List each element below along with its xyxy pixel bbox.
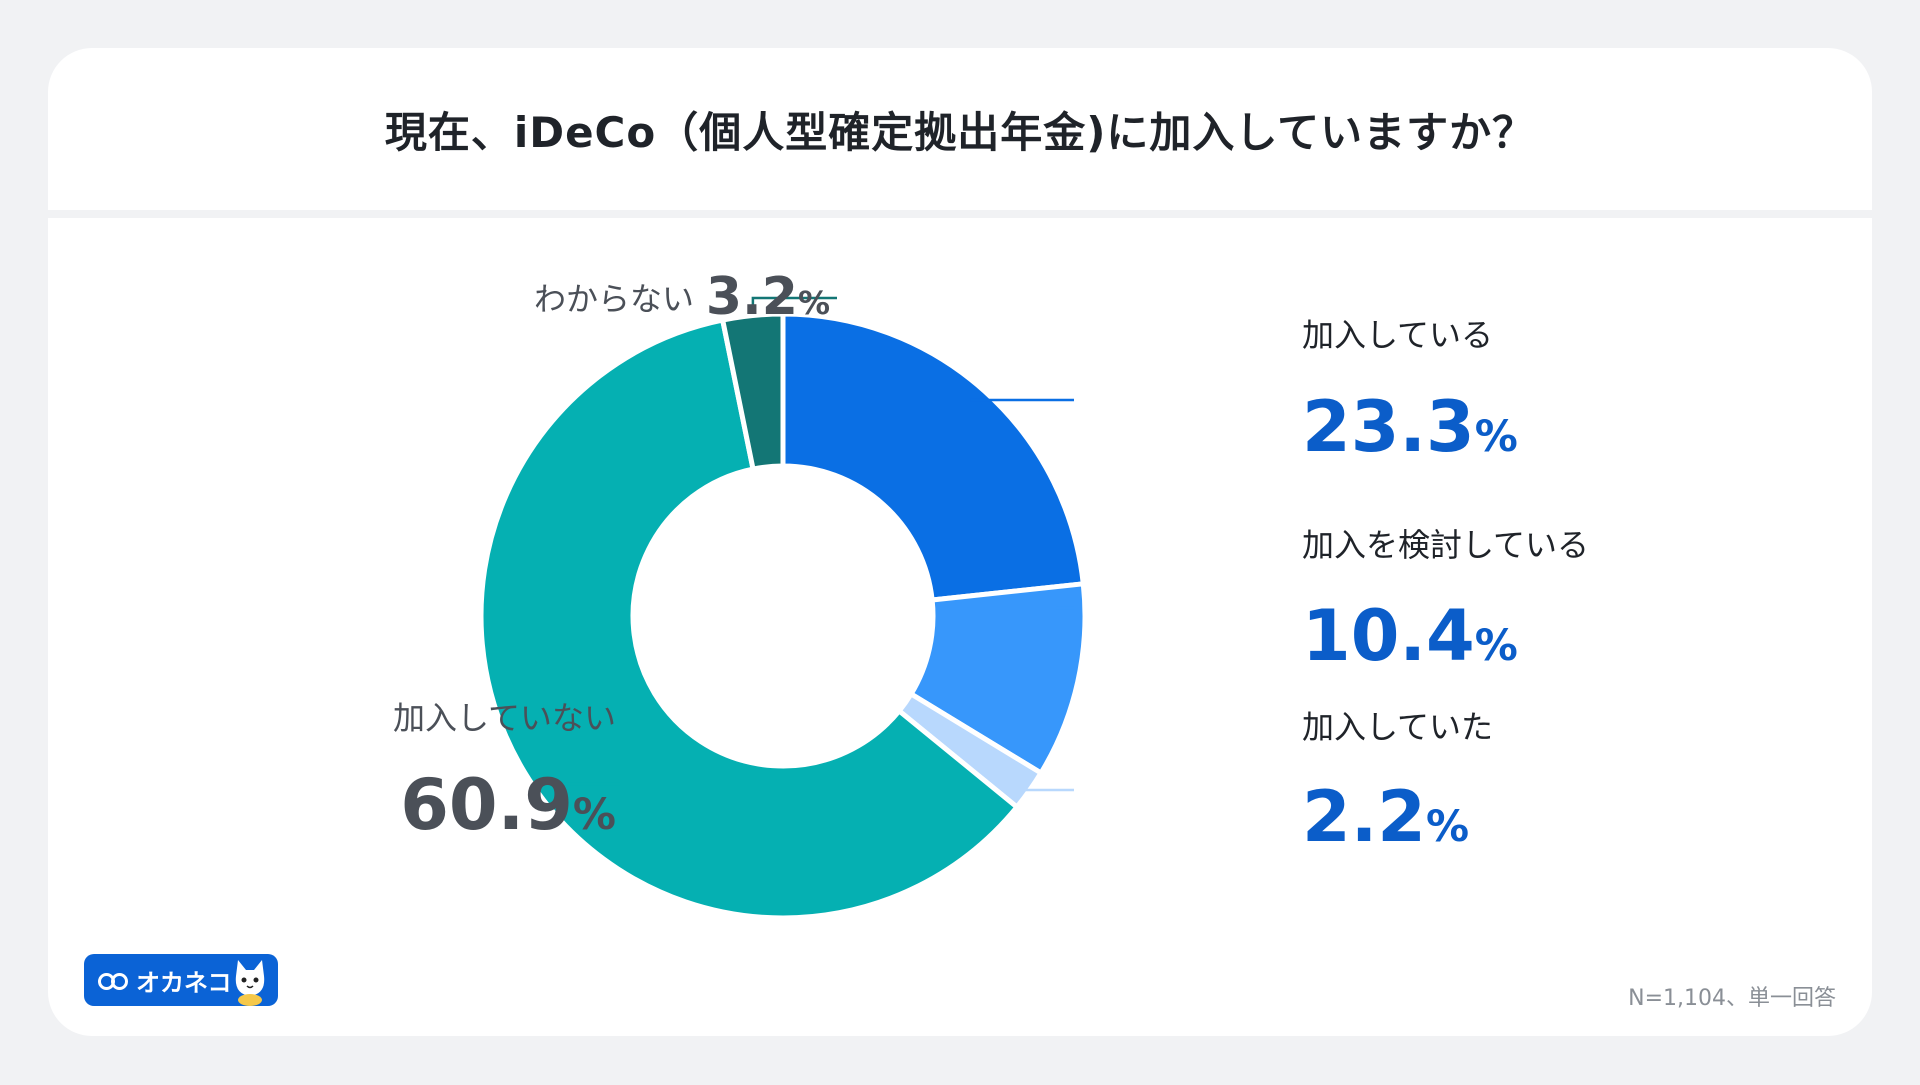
label-was-joined: 加入していた [1302, 708, 1493, 746]
label-considering: 加入を検討している [1302, 526, 1589, 564]
donut-chart: 加入している 23.3% 加入を検討している 10.4% 加入していた 2.2% 加入してい… [393, 267, 1589, 921]
value-considering: 10.4% [1302, 595, 1518, 677]
logo-text: オカネコ [136, 968, 232, 997]
value-not-joined: 60.9% [400, 764, 616, 846]
label-not-joined: 加入していない [393, 699, 616, 737]
leader-line-unknown [751, 296, 837, 308]
slice-not-joined [478, 317, 1020, 921]
value-was-joined: 2.2% [1302, 776, 1469, 858]
value-joined: 23.3% [1302, 386, 1518, 468]
sample-footnote: N=1,104、単一回答 [1628, 986, 1836, 1011]
value-unknown: 3.2% [706, 267, 830, 327]
title-bar: 現在、iDeCo（個人型確定拠出年金)に加入していますか？ [48, 48, 1872, 210]
okaneko-logo: オカネコ [84, 954, 278, 1006]
cat-mascot-icon [235, 960, 265, 1006]
divider [48, 210, 1872, 218]
chart-title: 現在、iDeCo（個人型確定拠出年金)に加入していますか？ [384, 107, 1536, 157]
logo-mark-icon [98, 971, 128, 990]
label-unknown: わからない [534, 280, 694, 318]
slice-unknown [720, 311, 786, 472]
label-joined: 加入している [1302, 316, 1493, 354]
chart-card: 現在、iDeCo（個人型確定拠出年金)に加入していますか？ 加入している 23.3… [48, 48, 1872, 1036]
slice-joined [780, 311, 1086, 603]
